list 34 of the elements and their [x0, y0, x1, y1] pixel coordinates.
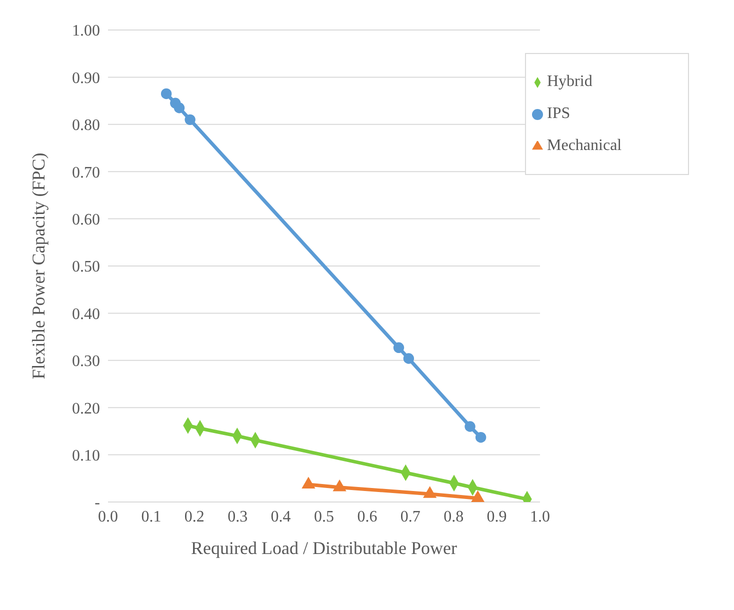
- x-tick-label: 0.9: [486, 508, 507, 526]
- x-tick-label: 1.0: [530, 508, 550, 526]
- y-tick-label: 1.00: [72, 22, 100, 40]
- y-tick-label: 0.80: [72, 117, 100, 134]
- point: [174, 102, 185, 114]
- y-tick-label: -: [94, 494, 100, 512]
- x-tick-label: 0.6: [357, 508, 378, 526]
- x-tick-label: 0.5: [314, 508, 334, 526]
- y-tick-label: 0.10: [72, 447, 100, 464]
- y-tick-label: 0.20: [72, 400, 100, 418]
- point: [403, 353, 414, 364]
- x-tick-label: 0.2: [184, 508, 204, 526]
- y-tick-label: 0.30: [72, 353, 100, 370]
- x-axis-title: Required Load / Distributable Power: [191, 538, 457, 558]
- x-tick-label: 0.1: [141, 508, 162, 526]
- y-axis-title: Flexible Power Capacity (FPC): [28, 152, 48, 380]
- y-tick-label: 0.60: [72, 211, 100, 228]
- point: [184, 114, 196, 126]
- x-tick-label: 0.3: [228, 508, 248, 526]
- legend-label: Hybrid: [547, 73, 592, 90]
- x-tick-label: 0.8: [444, 508, 464, 526]
- y-tick-label: 0.70: [72, 164, 100, 182]
- y-tick-label: 0.40: [72, 306, 100, 323]
- legend-label: IPS: [547, 105, 570, 122]
- x-tick-label: 0.4: [270, 508, 291, 526]
- x-tick-label: 0.0: [98, 508, 118, 526]
- x-tick-label: 0.7: [400, 508, 420, 526]
- point: [464, 421, 476, 432]
- point: [393, 342, 404, 353]
- point: [160, 88, 172, 100]
- legend-label: Mechanical: [547, 137, 622, 154]
- y-tick-label: 0.90: [72, 70, 100, 87]
- y-tick-label: 0.50: [72, 258, 100, 276]
- point: [475, 432, 486, 443]
